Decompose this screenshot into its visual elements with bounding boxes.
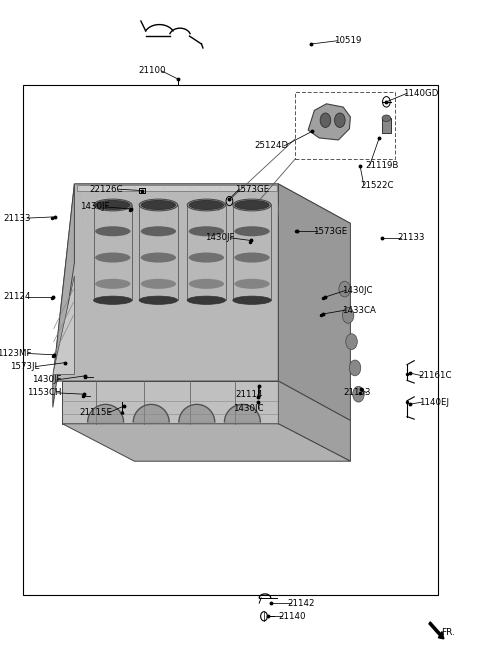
Text: 1153CH: 1153CH: [27, 388, 61, 397]
Ellipse shape: [95, 200, 131, 210]
Polygon shape: [278, 381, 350, 461]
Text: 21124: 21124: [4, 292, 31, 302]
Ellipse shape: [141, 200, 176, 210]
Ellipse shape: [189, 200, 224, 210]
Ellipse shape: [190, 200, 223, 210]
Text: 21133: 21133: [4, 214, 31, 223]
Polygon shape: [278, 184, 350, 420]
Text: 1430JF: 1430JF: [80, 202, 109, 212]
Circle shape: [335, 113, 345, 127]
Ellipse shape: [95, 252, 131, 263]
Text: 1140EJ: 1140EJ: [419, 397, 448, 407]
Text: 21142: 21142: [287, 599, 314, 608]
Text: 1140GD: 1140GD: [403, 89, 439, 98]
Text: 21115E: 21115E: [80, 408, 113, 417]
Ellipse shape: [234, 200, 270, 210]
Ellipse shape: [141, 252, 176, 263]
Text: 21133: 21133: [343, 388, 371, 397]
Ellipse shape: [94, 296, 132, 304]
Circle shape: [320, 113, 331, 127]
Text: 1123MF: 1123MF: [0, 349, 31, 358]
Ellipse shape: [235, 200, 269, 210]
Ellipse shape: [95, 226, 131, 237]
Text: 21119B: 21119B: [366, 161, 399, 170]
Polygon shape: [87, 405, 124, 422]
Text: 21114: 21114: [236, 390, 263, 399]
Ellipse shape: [142, 200, 175, 210]
Ellipse shape: [233, 199, 271, 211]
Bar: [23, 85, 438, 595]
Text: 21161C: 21161C: [419, 371, 452, 380]
Ellipse shape: [139, 296, 178, 304]
Text: 21522C: 21522C: [360, 181, 394, 190]
Ellipse shape: [141, 279, 176, 289]
Text: 1573GE: 1573GE: [313, 227, 347, 236]
Circle shape: [346, 334, 357, 350]
Ellipse shape: [382, 115, 391, 122]
FancyArrow shape: [429, 622, 444, 639]
Text: 21100: 21100: [138, 66, 166, 76]
Circle shape: [349, 360, 361, 376]
Ellipse shape: [189, 226, 224, 237]
Ellipse shape: [189, 279, 224, 289]
Ellipse shape: [233, 296, 271, 304]
Text: 10519: 10519: [334, 36, 361, 45]
Polygon shape: [62, 424, 350, 461]
Text: 22126C: 22126C: [89, 185, 122, 194]
Polygon shape: [53, 276, 74, 374]
Circle shape: [226, 196, 233, 206]
Polygon shape: [133, 405, 169, 422]
Polygon shape: [77, 185, 277, 191]
Polygon shape: [74, 184, 350, 223]
Text: 1430JC: 1430JC: [232, 404, 263, 413]
Ellipse shape: [187, 296, 226, 304]
Bar: [382, 118, 391, 133]
Ellipse shape: [189, 252, 224, 263]
Text: 21140: 21140: [278, 612, 306, 621]
Polygon shape: [308, 104, 350, 140]
Bar: [295, 92, 395, 159]
Ellipse shape: [234, 279, 270, 289]
Polygon shape: [53, 184, 74, 407]
Polygon shape: [179, 405, 215, 422]
Text: 21133: 21133: [397, 233, 425, 242]
Text: 1430JF: 1430JF: [205, 233, 234, 242]
Ellipse shape: [187, 199, 226, 211]
Text: 25124D: 25124D: [254, 141, 288, 150]
Ellipse shape: [139, 199, 178, 211]
Polygon shape: [53, 184, 278, 381]
Ellipse shape: [95, 279, 131, 289]
Bar: [139, 188, 145, 193]
Ellipse shape: [234, 226, 270, 237]
Circle shape: [339, 281, 350, 297]
Ellipse shape: [141, 226, 176, 237]
Ellipse shape: [96, 200, 130, 210]
Polygon shape: [225, 405, 260, 422]
Text: 1430JF: 1430JF: [32, 375, 61, 384]
Text: 1433CA: 1433CA: [342, 306, 376, 315]
Polygon shape: [62, 381, 278, 424]
Text: FR.: FR.: [441, 627, 455, 637]
Circle shape: [342, 307, 354, 323]
Text: 1573GE: 1573GE: [235, 185, 269, 194]
Circle shape: [353, 386, 364, 402]
Ellipse shape: [234, 252, 270, 263]
Text: 1430JC: 1430JC: [342, 286, 372, 295]
Text: 1573JL: 1573JL: [10, 362, 39, 371]
Ellipse shape: [94, 199, 132, 211]
